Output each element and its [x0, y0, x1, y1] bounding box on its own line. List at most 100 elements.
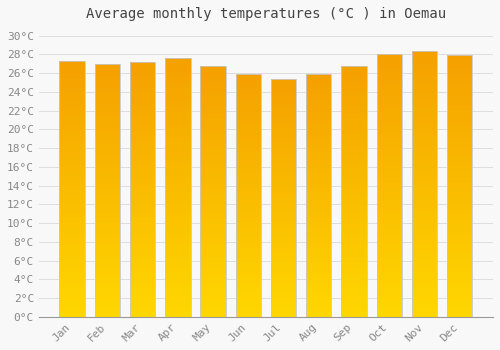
- Bar: [165, 307, 190, 309]
- Bar: [271, 233, 296, 236]
- Bar: [236, 164, 261, 166]
- Bar: [60, 238, 85, 240]
- Bar: [165, 110, 190, 112]
- Bar: [412, 75, 437, 77]
- Bar: [130, 256, 156, 258]
- Bar: [412, 128, 437, 131]
- Bar: [165, 214, 190, 216]
- Bar: [60, 99, 85, 102]
- Bar: [306, 84, 332, 86]
- Bar: [342, 169, 366, 171]
- Bar: [447, 152, 472, 155]
- Bar: [200, 201, 226, 204]
- Bar: [200, 101, 226, 103]
- Bar: [447, 100, 472, 103]
- Bar: [165, 107, 190, 110]
- Bar: [94, 152, 120, 155]
- Bar: [306, 254, 332, 256]
- Bar: [447, 74, 472, 76]
- Bar: [236, 137, 261, 140]
- Bar: [200, 66, 226, 317]
- Bar: [94, 223, 120, 226]
- Bar: [94, 256, 120, 259]
- Bar: [447, 144, 472, 147]
- Bar: [236, 312, 261, 314]
- Bar: [94, 203, 120, 205]
- Bar: [94, 259, 120, 261]
- Bar: [200, 83, 226, 86]
- Bar: [236, 256, 261, 259]
- Bar: [447, 168, 472, 170]
- Bar: [412, 59, 437, 61]
- Bar: [130, 286, 156, 289]
- Bar: [236, 273, 261, 275]
- Bar: [412, 221, 437, 224]
- Bar: [165, 242, 190, 244]
- Bar: [130, 212, 156, 215]
- Bar: [271, 98, 296, 100]
- Bar: [236, 285, 261, 288]
- Bar: [271, 224, 296, 226]
- Bar: [447, 210, 472, 212]
- Bar: [306, 127, 332, 130]
- Bar: [200, 274, 226, 276]
- Bar: [130, 105, 156, 108]
- Bar: [306, 237, 332, 239]
- Bar: [165, 125, 190, 128]
- Bar: [94, 84, 120, 86]
- Bar: [412, 53, 437, 56]
- Bar: [165, 79, 190, 82]
- Bar: [306, 147, 332, 149]
- Bar: [200, 181, 226, 184]
- Bar: [306, 200, 332, 203]
- Bar: [342, 181, 366, 184]
- Bar: [236, 229, 261, 232]
- Bar: [236, 188, 261, 191]
- Bar: [60, 312, 85, 314]
- Bar: [165, 123, 190, 125]
- Bar: [94, 264, 120, 266]
- Bar: [412, 69, 437, 72]
- Bar: [342, 206, 366, 209]
- Bar: [60, 243, 85, 245]
- Bar: [236, 298, 261, 300]
- Bar: [342, 289, 366, 292]
- Bar: [412, 168, 437, 170]
- Bar: [94, 208, 120, 211]
- Bar: [376, 304, 402, 306]
- Bar: [271, 93, 296, 96]
- Bar: [130, 289, 156, 291]
- Bar: [130, 120, 156, 123]
- Bar: [342, 274, 366, 276]
- Bar: [60, 84, 85, 86]
- Bar: [447, 131, 472, 134]
- Bar: [376, 225, 402, 228]
- Bar: [376, 270, 402, 272]
- Bar: [447, 186, 472, 189]
- Bar: [94, 312, 120, 314]
- Bar: [271, 293, 296, 295]
- Bar: [165, 141, 190, 144]
- Bar: [165, 94, 190, 97]
- Bar: [306, 137, 332, 140]
- Bar: [236, 261, 261, 264]
- Bar: [342, 194, 366, 196]
- Bar: [60, 89, 85, 92]
- Bar: [412, 149, 437, 152]
- Bar: [130, 141, 156, 144]
- Bar: [412, 242, 437, 245]
- Bar: [271, 272, 296, 274]
- Bar: [447, 259, 472, 262]
- Bar: [236, 302, 261, 304]
- Bar: [165, 296, 190, 299]
- Bar: [412, 131, 437, 133]
- Bar: [60, 240, 85, 243]
- Bar: [376, 217, 402, 220]
- Bar: [165, 188, 190, 190]
- Bar: [447, 202, 472, 204]
- Bar: [236, 159, 261, 161]
- Bar: [376, 233, 402, 236]
- Bar: [271, 174, 296, 176]
- Bar: [60, 140, 85, 143]
- Bar: [130, 161, 156, 164]
